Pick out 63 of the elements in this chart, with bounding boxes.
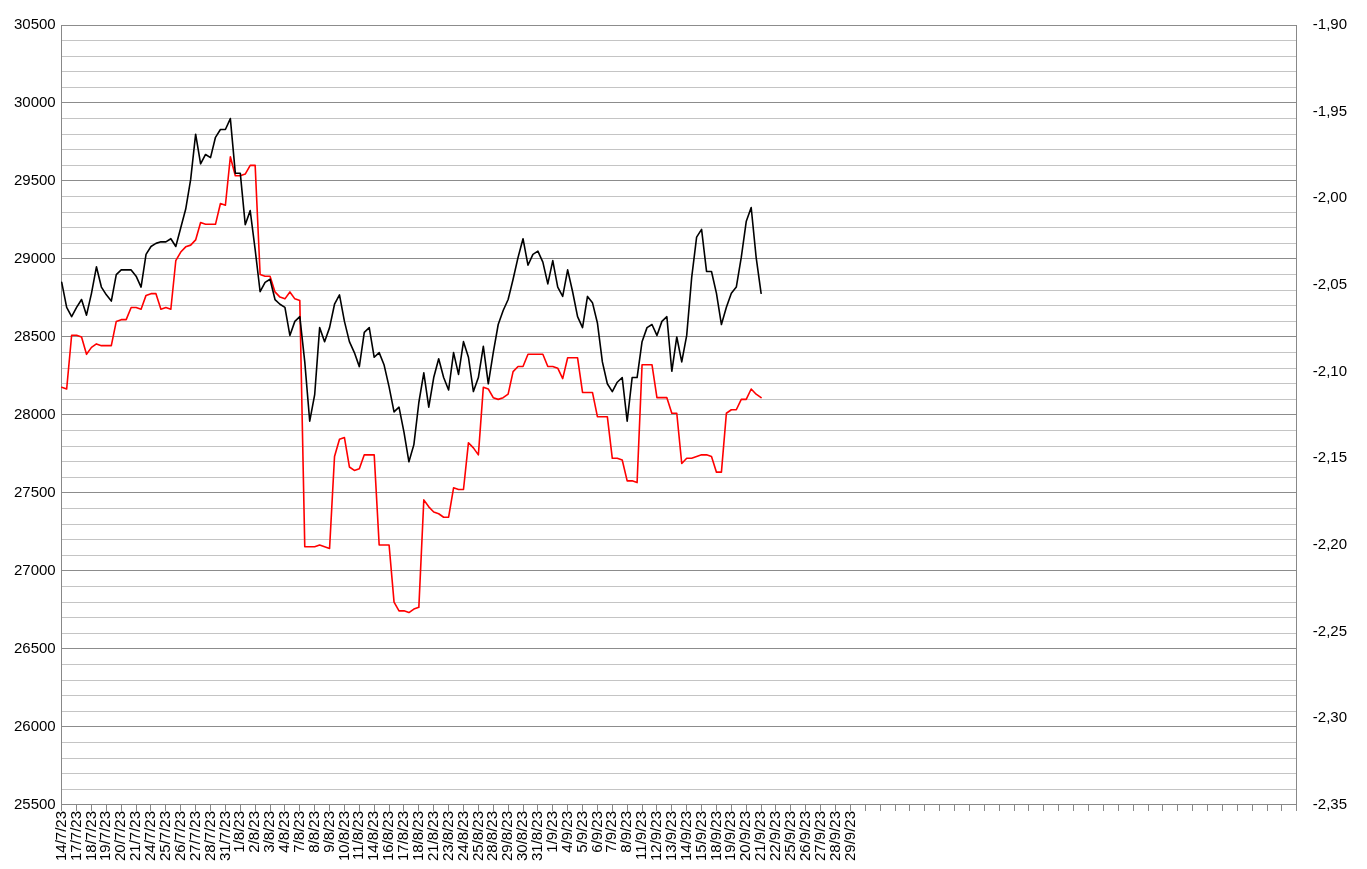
- x-tick-label: 18/7/23: [81, 810, 99, 861]
- x-tick-label: 21/8/23: [423, 810, 441, 861]
- y-tick-label: 25500: [13, 795, 56, 813]
- y2-tick-label: -2,00: [1312, 188, 1348, 206]
- x-tick-label: 8/9/23: [617, 810, 635, 853]
- x-tick-label: 20/7/23: [111, 810, 129, 861]
- x-tick-label: 1/8/23: [230, 810, 248, 853]
- x-tick-label: 28/9/23: [825, 810, 843, 861]
- x-tick-label: 8/8/23: [304, 810, 322, 853]
- x-tick-label: 5/9/23: [572, 810, 590, 853]
- y2-tick-label: -2,25: [1312, 621, 1348, 639]
- x-tick-label: 28/8/23: [483, 810, 501, 861]
- y-tick-label: 29000: [13, 249, 56, 267]
- x-tick-label: 17/7/23: [66, 810, 84, 861]
- x-tick-label: 30/8/23: [513, 810, 531, 861]
- x-tick-label: 15/9/23: [691, 810, 709, 861]
- x-tick-label: 28/7/23: [200, 810, 218, 861]
- x-tick-label: 22/9/23: [766, 810, 784, 861]
- y-tick-label: 27500: [13, 483, 56, 501]
- x-tick-label: 10/8/23: [334, 810, 352, 861]
- x-tick-label: 18/9/23: [706, 810, 724, 861]
- y2-tick-label: -1,90: [1312, 15, 1348, 33]
- y-tick-label: 29500: [13, 171, 56, 189]
- y-tick-label: 30500: [13, 15, 56, 33]
- x-tick-label: 16/8/23: [379, 810, 397, 861]
- x-tick-label: 7/9/23: [602, 810, 620, 853]
- y2-tick-label: -1,95: [1312, 101, 1348, 119]
- y2-tick-label: -2,15: [1312, 448, 1348, 466]
- x-tick-label: 25/8/23: [468, 810, 486, 861]
- x-tick-label: 23/8/23: [438, 810, 456, 861]
- x-tick-label: 19/9/23: [721, 810, 739, 861]
- x-tick-label: 19/7/23: [96, 810, 114, 861]
- x-tick-label: 14/8/23: [364, 810, 382, 861]
- x-tick-label: 11/9/23: [632, 810, 650, 860]
- y-tick-label: 30000: [13, 93, 56, 111]
- x-tick-label: 27/9/23: [810, 810, 828, 861]
- x-tick-label: 2/8/23: [245, 810, 263, 853]
- x-tick-label: 24/8/23: [453, 810, 471, 861]
- x-tick-label: 3/8/23: [260, 810, 278, 853]
- x-tick-label: 21/9/23: [751, 810, 769, 861]
- y-tick-label: 26500: [13, 639, 56, 657]
- y2-tick-label: -2,35: [1312, 795, 1348, 813]
- y2-tick-label: -2,20: [1312, 535, 1348, 553]
- x-tick-label: 29/9/23: [840, 810, 858, 861]
- y2-tick-label: -2,30: [1312, 708, 1348, 726]
- x-tick-label: 29/8/23: [498, 810, 516, 861]
- y2-tick-label: -2,05: [1312, 275, 1348, 293]
- x-tick-label: 9/8/23: [319, 810, 337, 853]
- x-tick-label: 6/9/23: [587, 810, 605, 853]
- y-tick-label: 28000: [13, 405, 56, 423]
- x-tick-label: 4/9/23: [557, 810, 575, 853]
- x-tick-label: 14/7/23: [51, 810, 69, 861]
- y-tick-label: 26000: [13, 717, 56, 735]
- x-tick-label: 20/9/23: [736, 810, 754, 861]
- x-tick-label: 31/7/23: [215, 810, 233, 861]
- x-tick-label: 21/7/23: [126, 810, 144, 861]
- y2-tick-label: -2,10: [1312, 361, 1348, 379]
- x-tick-label: 24/7/23: [141, 810, 159, 861]
- y-tick-label: 27000: [13, 561, 56, 579]
- x-tick-label: 14/9/23: [676, 810, 694, 861]
- y-tick-label: 28500: [13, 327, 56, 345]
- x-tick-label: 11/8/23: [349, 810, 367, 860]
- x-tick-label: 27/7/23: [185, 810, 203, 861]
